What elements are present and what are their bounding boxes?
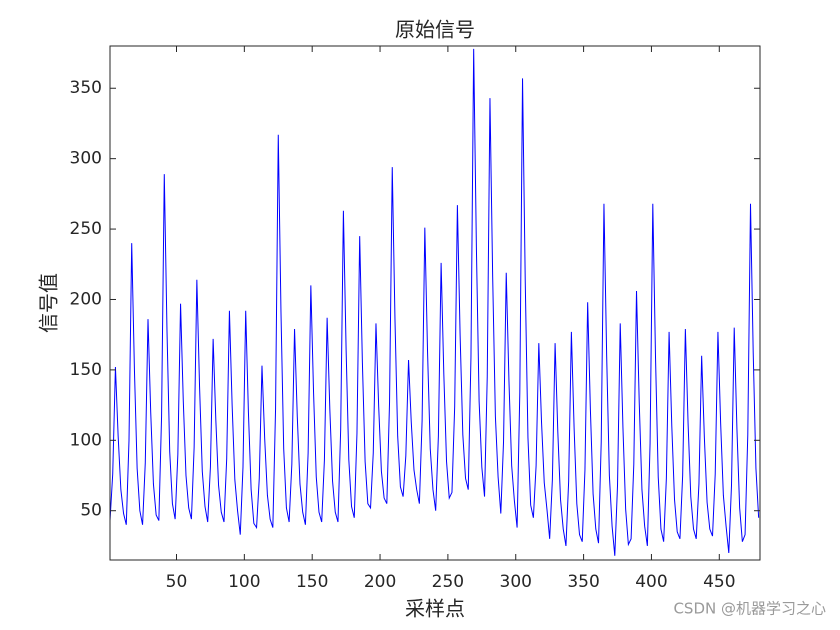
axes-box	[109, 45, 761, 561]
y-tick-label: 50	[80, 501, 102, 521]
y-axis-label: 信号值	[37, 273, 61, 333]
y-tick-label: 250	[70, 219, 102, 239]
x-tick-label: 50	[166, 572, 188, 592]
y-tick-label: 300	[70, 149, 102, 169]
chart-title: 原始信号	[395, 18, 475, 42]
x-tick-label: 350	[567, 572, 599, 592]
x-tick-label: 450	[703, 572, 735, 592]
x-axis-label: 采样点	[405, 597, 465, 621]
plot-area	[110, 46, 760, 560]
y-tick-label: 150	[70, 360, 102, 380]
x-tick-label: 250	[432, 572, 464, 592]
x-tick-label: 100	[228, 572, 260, 592]
y-tick-label: 350	[70, 78, 102, 98]
y-tick-label: 100	[70, 430, 102, 450]
y-tick-label: 200	[70, 289, 102, 309]
x-tick-label: 200	[364, 572, 396, 592]
x-tick-label: 300	[500, 572, 532, 592]
watermark: CSDN @机器学习之心	[673, 600, 826, 618]
x-tick-label: 150	[296, 572, 328, 592]
x-tick-label: 400	[635, 572, 667, 592]
signal-line	[109, 48, 760, 556]
